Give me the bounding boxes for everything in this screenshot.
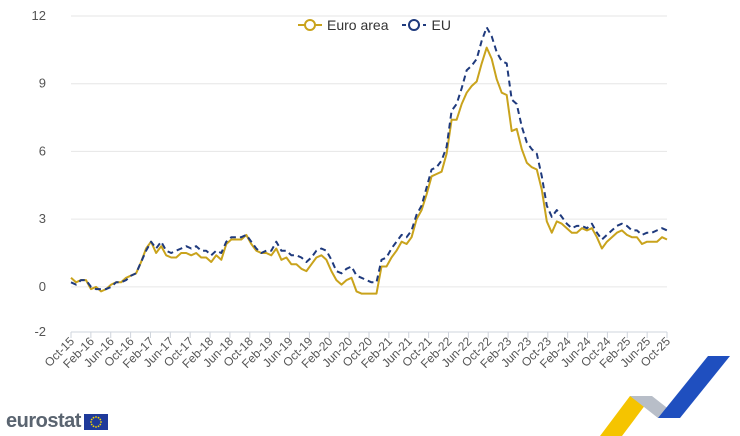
y-tick-label: 6 <box>39 143 46 158</box>
decorative-ribbon-icon <box>600 356 730 436</box>
y-tick-label: 9 <box>39 76 46 91</box>
legend-label-euro-area: Euro area <box>327 17 389 33</box>
y-axis-ticks: 12 9 6 3 0 -2 <box>32 8 46 339</box>
brand-name: eurostat <box>6 410 81 432</box>
legend: Euro area EU <box>298 17 451 33</box>
legend-marker-euro-area-icon <box>298 19 322 31</box>
y-tick-label: 3 <box>39 211 46 226</box>
legend-item-euro-area[interactable]: Euro area <box>298 17 388 33</box>
series-line-euro-area[interactable] <box>70 46 668 295</box>
series-lines <box>70 26 668 295</box>
legend-label-eu: EU <box>431 17 451 33</box>
y-tick-label: 0 <box>39 279 46 294</box>
grid-lines <box>71 15 667 288</box>
y-tick-label: 12 <box>32 8 46 23</box>
eurostat-logo: eurostat <box>6 410 108 433</box>
x-axis-ticks: Oct-15Feb-16Jun-16Oct-16Feb-17Jun-17Oct-… <box>42 332 673 371</box>
series-line-eu[interactable] <box>70 26 668 291</box>
legend-item-eu[interactable]: EU <box>402 17 451 33</box>
eu-flag-icon <box>83 413 108 430</box>
legend-marker-eu-icon <box>402 19 427 31</box>
y-tick-label: -2 <box>34 324 46 339</box>
